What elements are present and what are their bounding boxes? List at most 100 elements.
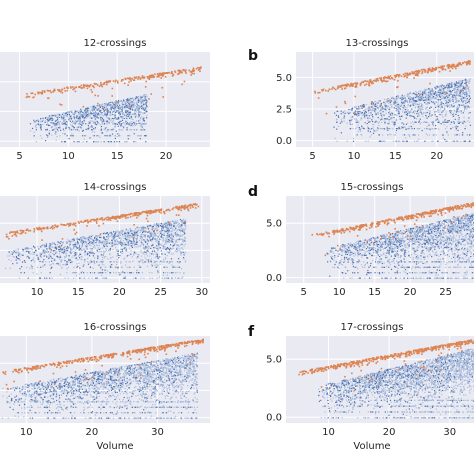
data-point: [88, 237, 91, 239]
data-point: [445, 113, 447, 115]
data-point: [462, 89, 464, 92]
data-point: [111, 245, 114, 247]
data-point: [114, 115, 116, 117]
data-point: [427, 98, 429, 100]
data-point: [15, 259, 17, 261]
data-point: [133, 250, 135, 252]
data-point: [61, 251, 63, 253]
data-point: [467, 87, 470, 89]
data-point: [60, 116, 63, 118]
data-point: [91, 252, 93, 254]
data-point: [162, 74, 164, 76]
data-point: [451, 104, 453, 106]
data-point: [427, 122, 429, 124]
data-point: [140, 228, 142, 231]
data-point: [64, 141, 66, 143]
data-point: [95, 124, 98, 126]
data-point: [101, 116, 103, 119]
data-point: [105, 126, 108, 129]
data-point: [71, 272, 74, 274]
data-point: [154, 260, 156, 262]
data-point: [449, 111, 451, 113]
data-point: [179, 226, 181, 228]
data-point: [86, 108, 88, 110]
data-point: [449, 106, 451, 109]
data-point: [90, 89, 92, 91]
data-point: [400, 75, 403, 78]
data-point: [57, 121, 59, 123]
data-point: [128, 247, 131, 249]
data-point: [136, 234, 138, 236]
data-point: [124, 111, 127, 113]
data-point: [177, 234, 179, 236]
data-point: [354, 110, 357, 112]
data-point: [91, 91, 93, 93]
data-point: [155, 253, 157, 256]
data-point: [415, 70, 418, 73]
data-point: [155, 263, 157, 265]
data-point: [109, 134, 111, 136]
data-point: [420, 97, 423, 99]
data-point: [97, 95, 99, 97]
data-point: [375, 80, 377, 83]
data-point: [65, 127, 67, 129]
data-point: [55, 133, 57, 135]
data-point: [82, 114, 84, 116]
data-point: [83, 272, 85, 274]
data-point: [125, 240, 128, 242]
data-point: [445, 102, 447, 104]
data-point: [110, 257, 112, 259]
data-point: [442, 86, 445, 88]
data-point: [412, 93, 415, 95]
data-point: [166, 236, 169, 238]
data-point: [22, 249, 25, 251]
data-point: [420, 121, 422, 124]
data-point: [66, 115, 68, 117]
data-point: [70, 118, 72, 120]
data-point: [93, 122, 95, 124]
data-point: [122, 78, 124, 81]
data-point: [18, 252, 20, 255]
data-point: [79, 126, 81, 128]
data-point: [168, 230, 170, 232]
data-point: [88, 239, 90, 242]
data-point: [352, 116, 354, 118]
data-point: [110, 108, 112, 110]
data-point: [181, 247, 183, 249]
data-point: [55, 245, 57, 247]
data-point: [132, 243, 134, 245]
data-point: [109, 110, 112, 112]
data-point: [354, 85, 356, 88]
data-point: [81, 239, 83, 241]
data-point: [104, 110, 106, 112]
data-point: [109, 249, 112, 251]
data-point: [411, 100, 413, 103]
data-point: [372, 126, 374, 128]
data-point: [88, 277, 90, 279]
data-point: [143, 117, 145, 119]
data-point: [414, 134, 416, 136]
data-point: [87, 112, 90, 114]
data-point: [153, 76, 156, 78]
data-point: [32, 272, 34, 274]
data-point: [388, 123, 390, 125]
x-tick-label: 10: [348, 151, 361, 162]
data-point: [422, 91, 424, 93]
data-point: [437, 99, 439, 101]
data-point: [144, 234, 146, 236]
data-point: [104, 277, 106, 279]
data-point: [145, 107, 147, 109]
data-point: [405, 100, 408, 103]
data-point: [417, 113, 420, 115]
data-point: [115, 242, 117, 245]
data-point: [116, 231, 118, 233]
data-point: [367, 110, 370, 113]
data-point: [66, 122, 68, 124]
data-point: [62, 116, 64, 118]
data-point: [86, 110, 88, 112]
data-point: [177, 238, 179, 241]
data-point: [128, 107, 130, 109]
data-point: [139, 95, 141, 97]
data-point: [459, 90, 461, 92]
data-point: [52, 129, 54, 131]
